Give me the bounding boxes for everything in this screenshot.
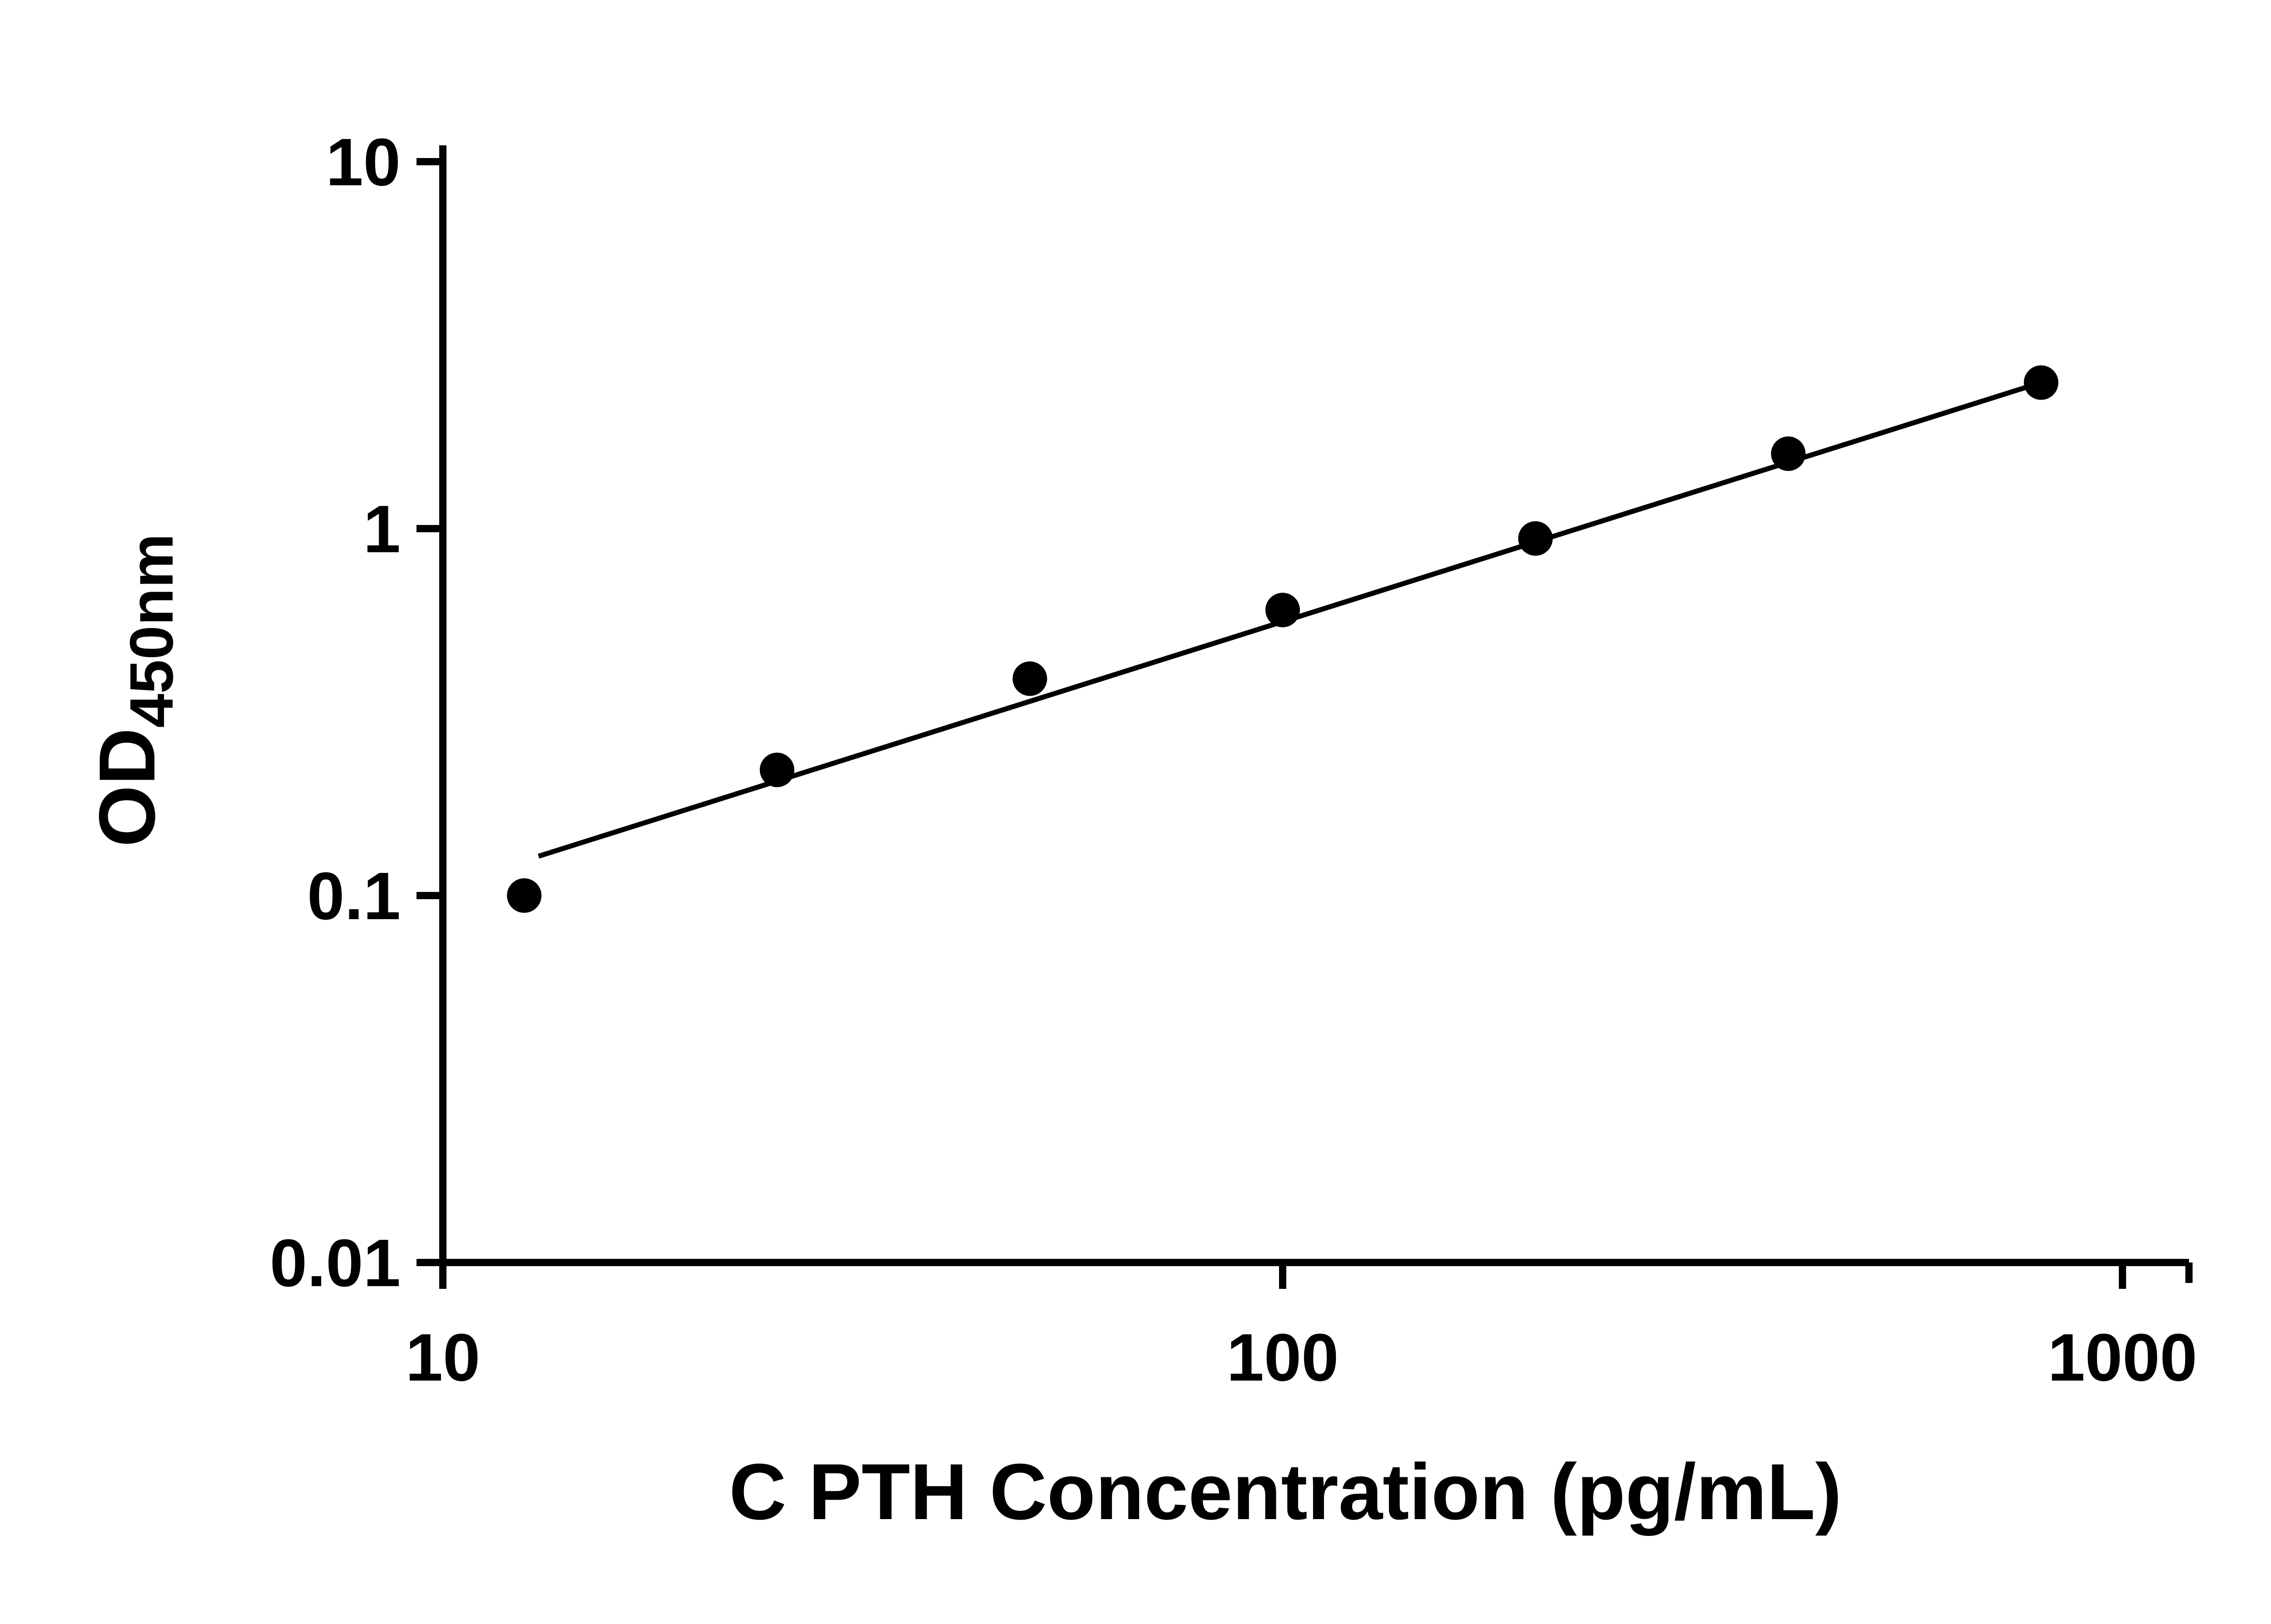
- y-axis-title: OD450nm: [83, 534, 186, 847]
- y-axis-title-main: OD: [83, 728, 172, 847]
- data-point: [759, 753, 794, 787]
- data-point: [1012, 661, 1047, 696]
- y-tick-label: 10: [326, 125, 401, 200]
- x-tick-label: 100: [1227, 1320, 1339, 1395]
- data-point: [1265, 593, 1300, 628]
- data-point: [1518, 521, 1553, 556]
- plot-area: [417, 145, 2193, 1289]
- axes-frame: [439, 145, 2189, 1266]
- x-axis-title: C PTH Concentration (pg/mL): [729, 1448, 1842, 1536]
- y-axis-title-subscript: 450nm: [117, 534, 186, 728]
- y-tick-label: 0.01: [270, 1226, 401, 1301]
- y-tick-label: 0.1: [307, 859, 401, 934]
- x-tick-label: 10: [406, 1320, 481, 1395]
- tick-labels-layer: 10 100 1000 0.01 0.1 1 10: [270, 125, 2197, 1395]
- y-tick-label: 1: [363, 492, 401, 567]
- x-tick-label: 1000: [2048, 1320, 2197, 1395]
- data-point: [1771, 436, 1806, 471]
- data-point: [2023, 365, 2058, 400]
- data-point: [507, 878, 542, 913]
